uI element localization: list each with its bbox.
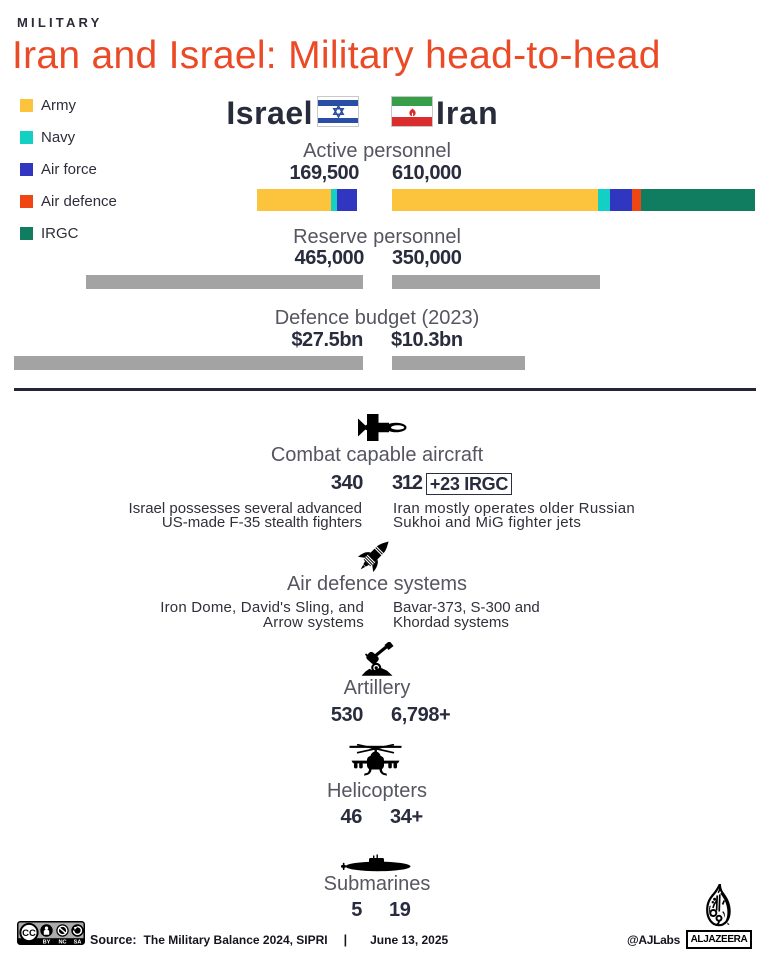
svg-text:NC: NC xyxy=(58,940,66,945)
svg-text:SA: SA xyxy=(74,940,82,945)
svg-text:CC: CC xyxy=(22,928,36,939)
svg-text:BY: BY xyxy=(43,940,51,945)
